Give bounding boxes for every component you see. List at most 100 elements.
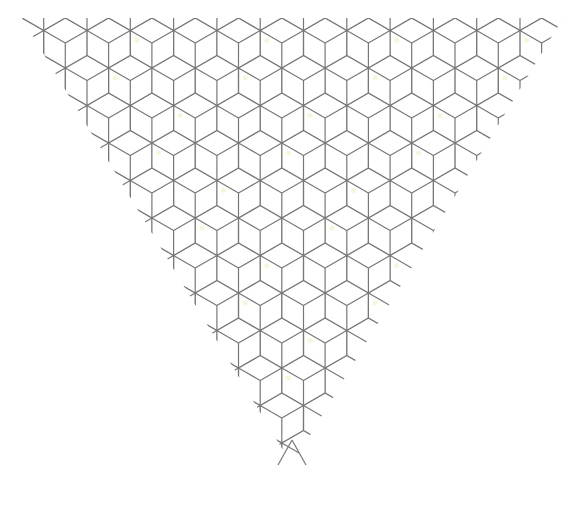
cube-tile xyxy=(129,317,175,369)
highlight-dot xyxy=(437,338,443,343)
cube-tile xyxy=(367,18,413,32)
highlight-dot xyxy=(567,113,572,118)
cube-tile xyxy=(86,317,131,369)
cube-tile xyxy=(411,54,456,107)
cube-tile xyxy=(108,204,153,257)
cube-tile xyxy=(563,468,584,508)
cube-tile xyxy=(129,392,175,444)
cube-tile xyxy=(216,18,261,69)
cube-tile xyxy=(130,468,173,508)
cube-tile xyxy=(454,429,499,465)
cube-tile xyxy=(22,279,66,332)
cube-tile xyxy=(367,354,413,407)
highlight-dot xyxy=(350,413,356,418)
highlight-dot xyxy=(264,488,269,493)
cube-tile xyxy=(541,54,563,107)
highlight-dot xyxy=(524,263,530,268)
highlight-dot xyxy=(264,263,270,268)
cube-tile xyxy=(497,429,543,465)
cube-tile xyxy=(259,167,305,219)
highlight-dot xyxy=(329,225,335,231)
cube-tile xyxy=(173,317,218,369)
cube-tile xyxy=(367,204,413,257)
cube-tile xyxy=(174,468,217,508)
highlight-dot xyxy=(5,263,10,268)
highlight-dot xyxy=(567,338,572,343)
cube-tile xyxy=(22,242,45,294)
cube-tile xyxy=(216,242,261,294)
cube-tile xyxy=(108,129,153,182)
cube-tile xyxy=(260,468,303,508)
cube-tile xyxy=(194,129,240,182)
cube-tile xyxy=(477,468,520,508)
cube-tile xyxy=(22,354,66,407)
highlight-dot xyxy=(286,375,291,381)
cube-tile xyxy=(302,317,348,369)
highlight-dot xyxy=(329,1,334,6)
cube-tile xyxy=(22,317,45,369)
highlight-dot xyxy=(134,263,140,268)
highlight-dot xyxy=(134,488,139,493)
cube-tile xyxy=(389,392,434,444)
cube-tile xyxy=(302,242,348,294)
highlight-dot xyxy=(394,488,399,493)
cube-tile xyxy=(432,242,478,294)
cube-tile xyxy=(22,129,23,182)
cube-tile xyxy=(22,54,23,107)
cube-tile xyxy=(454,279,499,332)
highlight-dot xyxy=(70,1,75,6)
cube-tile xyxy=(411,129,456,182)
cube-tile xyxy=(541,204,563,257)
cube-tile xyxy=(302,167,348,219)
cube-tile xyxy=(86,242,131,294)
cube-tile xyxy=(22,429,23,465)
cube-tile xyxy=(173,18,218,69)
cube-tile xyxy=(389,92,434,144)
cube-tile xyxy=(476,242,521,294)
highlight-dot xyxy=(480,413,486,418)
cube-tile xyxy=(454,54,499,107)
tail-line xyxy=(277,439,293,466)
cube-tile xyxy=(520,468,563,508)
cube-tile xyxy=(432,18,478,69)
highlight-dot xyxy=(264,38,270,43)
highlight-dot xyxy=(459,225,465,231)
cube-tile xyxy=(347,468,390,508)
cube-tile xyxy=(22,129,66,182)
cube-tile xyxy=(0,468,43,508)
cube-tile xyxy=(151,429,196,465)
highlight-dot xyxy=(26,150,32,156)
highlight-dot xyxy=(177,113,183,118)
cube-tile xyxy=(216,92,261,144)
highlight-dot xyxy=(480,188,486,193)
cube-tile xyxy=(108,279,153,332)
cube-tile xyxy=(129,242,175,294)
cube-tile xyxy=(173,92,218,144)
highlight-dot xyxy=(394,38,400,43)
cube-tile xyxy=(64,129,110,182)
cube-tile xyxy=(541,18,563,32)
highlight-dot xyxy=(350,188,356,193)
cube-tile xyxy=(562,92,563,144)
cube-tile xyxy=(22,18,66,32)
cube-tile xyxy=(562,392,563,444)
cube-tile xyxy=(562,317,563,369)
cube-tile xyxy=(302,392,348,444)
cube-tile xyxy=(151,204,196,257)
cube-tile xyxy=(108,429,153,465)
highlight-dot xyxy=(242,75,248,81)
cube-tile xyxy=(237,18,283,32)
highlight-dot xyxy=(69,225,75,231)
highlight-dot xyxy=(134,38,140,43)
highlight-dot xyxy=(502,75,508,81)
cube-tile xyxy=(302,18,348,69)
cube-tile xyxy=(497,18,543,32)
cube-tile xyxy=(259,242,305,294)
cube-tile xyxy=(411,204,456,257)
highlight-dot xyxy=(199,225,205,231)
cube-tile xyxy=(22,429,66,465)
cube-tile xyxy=(541,429,563,465)
cube-tile xyxy=(237,429,283,465)
